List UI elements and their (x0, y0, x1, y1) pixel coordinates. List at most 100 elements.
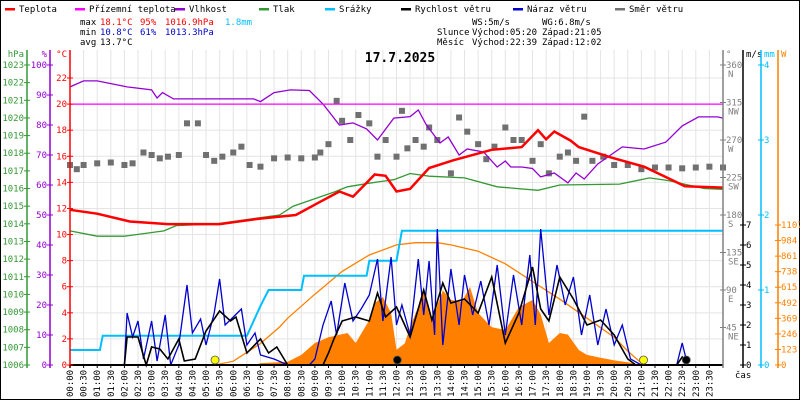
pressure-tick-label: 1020 (2, 114, 24, 124)
x-tick-label: 04:00 (175, 370, 185, 397)
legend-label: Náraz větru (527, 5, 587, 15)
wind-direction-point (284, 154, 291, 161)
wind-direction-point (148, 152, 155, 158)
x-tick-label: 16:30 (515, 370, 525, 397)
pressure-tick-label: 1015 (2, 202, 24, 212)
legend-item: Vlhkost (175, 5, 227, 15)
legend-item: Přízemní teplota (75, 5, 176, 15)
wind-direction-point (382, 137, 389, 143)
humidity-tick-label: 20 (36, 301, 47, 311)
humidity-tick-label: 70 (36, 151, 47, 161)
pressure-tick-label: 1022 (2, 79, 24, 89)
series-smer-vetru (67, 97, 726, 177)
x-tick-label: 08:00 (284, 370, 294, 397)
x-tick-label: 01:30 (107, 370, 117, 397)
x-tick-label: 19:00 (583, 370, 593, 397)
rain-tick-label: 3 (764, 136, 769, 146)
sunset-time: Západ:21:05 (542, 28, 602, 38)
series-teplota (69, 128, 724, 226)
stats-block: max 18.1°C 95% 1016.9hPa 1.8mm min 10.8°… (80, 18, 602, 48)
x-axis-label: čas (735, 370, 751, 381)
wind-direction-point (311, 154, 318, 161)
x-tick-label: 11:30 (379, 370, 389, 397)
series-srazky (70, 229, 723, 351)
rain-tick-label: 0 (764, 361, 769, 371)
legend-label: Přízemní teplota (89, 5, 176, 15)
wind-tick-label: 0 (746, 361, 751, 371)
temperature-tick-label: 6 (62, 283, 67, 293)
legend-label: Tlak (273, 5, 295, 15)
x-tick-label: 13:30 (433, 370, 443, 397)
x-tick-label: 09:00 (311, 370, 321, 397)
wind-direction-point (518, 137, 525, 143)
pressure-tick-label: 1017 (2, 167, 24, 177)
solar-tick-label: 369 (781, 314, 797, 324)
wind-direction-point (194, 120, 201, 127)
x-tick-label: 07:30 (270, 370, 280, 397)
wind-direction-point (589, 157, 596, 164)
wind-direction-point (651, 164, 658, 171)
direction-direction-label: N (728, 70, 733, 80)
wind-direction-point (537, 141, 544, 148)
wind-direction-point (679, 165, 686, 172)
legend-item: Směr větru (615, 5, 683, 15)
x-tick-label: 18:00 (556, 370, 566, 397)
wind-direction-point (665, 164, 672, 171)
wind-direction-point (80, 162, 87, 168)
wind-direction-point (317, 149, 324, 156)
x-tick-label: 17:00 (529, 370, 539, 397)
wind-direction-point (573, 157, 580, 164)
x-tick-label: 06:00 (229, 370, 239, 397)
series-slunecni-zareni (70, 287, 723, 365)
wind-direction-point (107, 159, 114, 166)
solar-tick-label: 738 (781, 268, 797, 278)
wind-gust-max: WG:6.8m/s (542, 18, 591, 28)
legend-label: Teplota (19, 5, 57, 15)
x-tick-label: 02:30 (134, 370, 144, 397)
wind-direction-point (600, 153, 607, 160)
wind-direction-point (219, 153, 226, 160)
wind-direction-point (502, 124, 509, 131)
solar-unit-label: W (781, 50, 787, 60)
wind-tick-label: 7 (746, 221, 751, 231)
avg-temp: 13.7°C (100, 38, 133, 48)
legend-swatch (259, 8, 269, 11)
temperature-tick-label: 2 (62, 335, 67, 345)
direction-direction-label: E (728, 295, 733, 305)
solar-tick-label: 615 (781, 283, 797, 293)
wind-direction-point (121, 162, 128, 168)
wind-direction-point (374, 153, 381, 160)
pressure-tick-label: 1021 (2, 96, 24, 106)
temperature-tick-label: 0 (62, 361, 67, 371)
min-label: min (80, 28, 96, 38)
solar-tick-label: 492 (781, 299, 797, 309)
humidity-tick-label: 60 (36, 181, 47, 191)
x-tick-label: 14:30 (461, 370, 471, 397)
wind-direction-point (692, 164, 699, 171)
pressure-tick-label: 1013 (2, 237, 24, 247)
wind-tick-label: 3 (746, 301, 751, 311)
series-rychlost-vetru (70, 266, 723, 368)
x-tick-label: 09:30 (324, 370, 334, 397)
x-tick-label: 10:30 (352, 370, 362, 397)
temperature-tick-label: 18 (56, 126, 67, 136)
wind-tick-label: 4 (746, 281, 751, 291)
legend-label: Směr větru (629, 5, 683, 15)
x-tick-label: 23:30 (705, 370, 715, 397)
legend-item: Srážky (325, 5, 372, 15)
wind-direction-point (298, 155, 305, 162)
wind-direction-point (339, 117, 346, 124)
pressure-tick-label: 1009 (2, 308, 24, 318)
direction-direction-label: NE (728, 333, 739, 343)
pressure-tick-label: 1010 (2, 290, 24, 300)
rain-tick-label: 2 (764, 211, 769, 221)
rain-total: 1.8mm (225, 18, 252, 28)
wind-tick-label: 5 (746, 261, 751, 271)
temperature-tick-label: 20 (56, 100, 67, 110)
x-tick-label: 13:00 (420, 370, 430, 397)
humidity-tick-label: 30 (36, 271, 47, 281)
wind-direction-point (355, 112, 362, 118)
legend: Teplota Přízemní teplota Vlhkost Tlak Srážky… (5, 5, 683, 15)
x-tick-label: 18:30 (569, 370, 579, 397)
pressure-tick-label: 1018 (2, 149, 24, 159)
